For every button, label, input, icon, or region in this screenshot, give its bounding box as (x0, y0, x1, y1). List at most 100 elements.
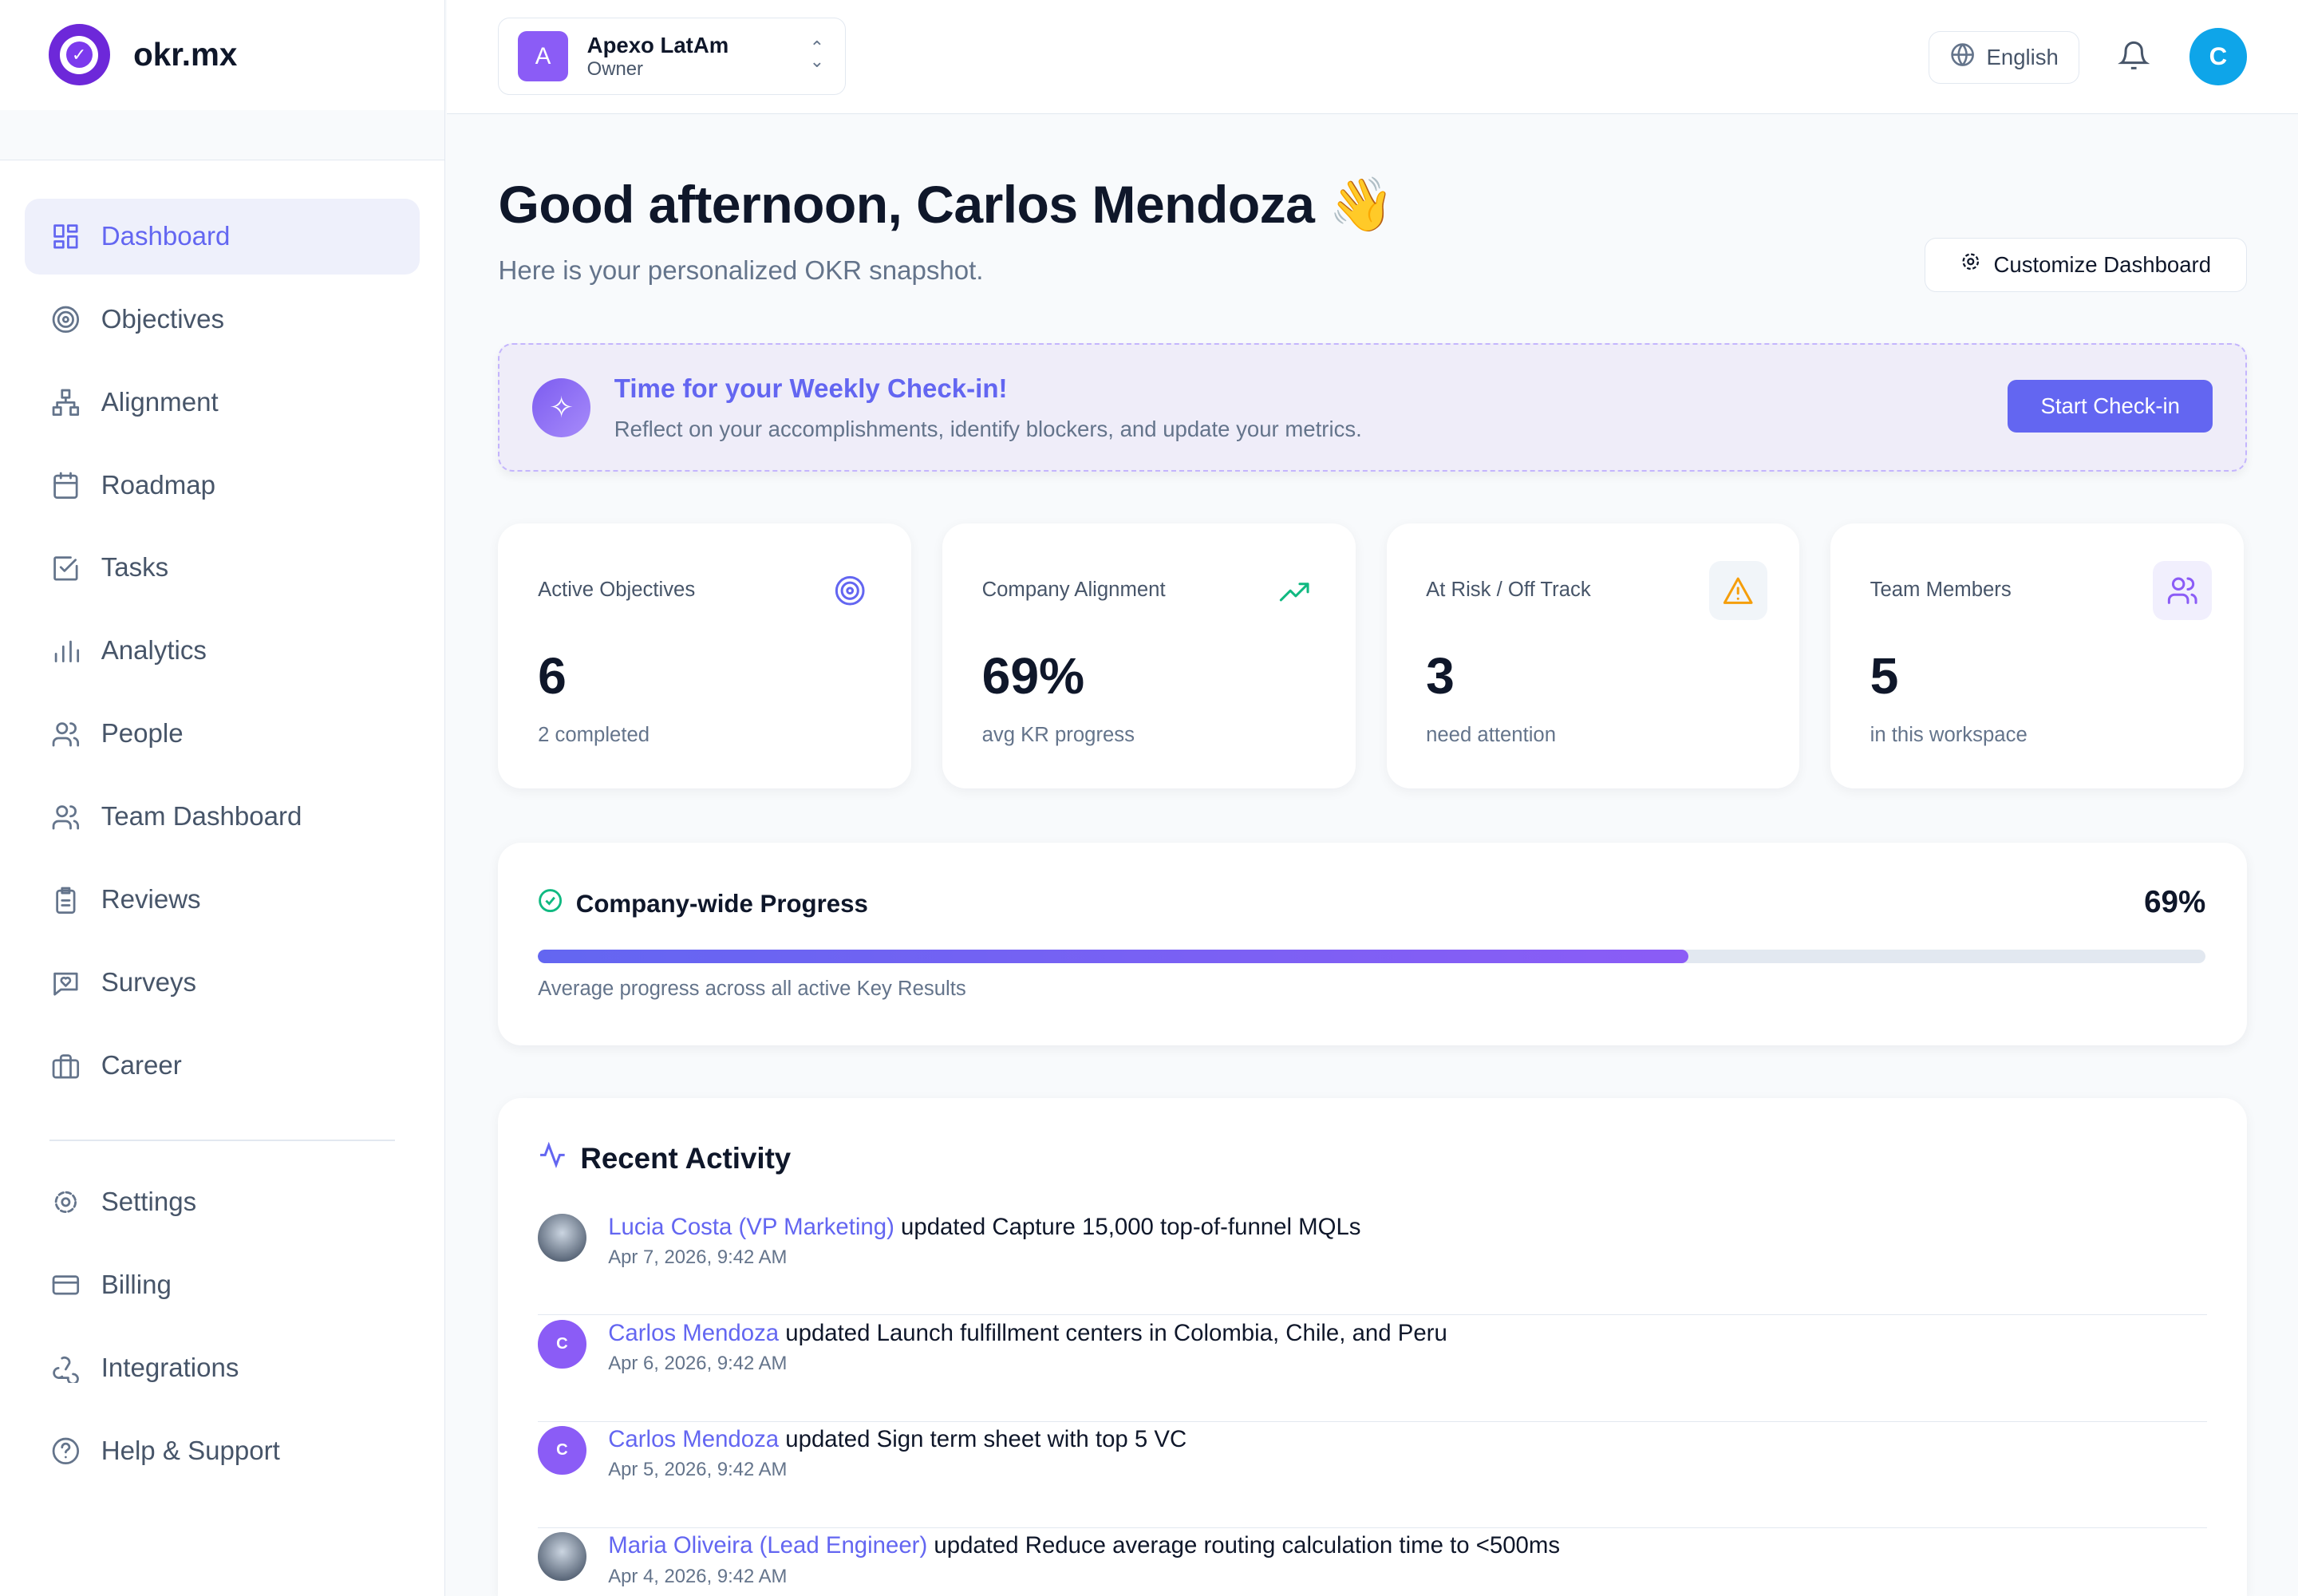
sidebar-item-label: Help & Support (101, 1436, 280, 1466)
activity-description: updated Reduce average routing calculati… (934, 1532, 1561, 1559)
activity-timestamp: Apr 7, 2026, 9:42 AM (608, 1246, 788, 1269)
users-icon (2153, 561, 2212, 620)
progress-title: Company-wide Progress (575, 889, 868, 918)
activity-user-link[interactable]: Carlos Mendoza (608, 1426, 780, 1453)
activity-title: Recent Activity (580, 1141, 792, 1175)
help-circle-icon (51, 1436, 81, 1466)
trending-up-icon (1265, 561, 1323, 619)
activity-timestamp: Apr 4, 2026, 9:42 AM (608, 1565, 788, 1587)
activity-user-link[interactable]: Maria Oliveira (Lead Engineer) (608, 1532, 928, 1559)
sidebar-item-integrations[interactable]: Integrations (25, 1330, 420, 1407)
activity-icon (538, 1140, 567, 1177)
recent-activity-card: Recent Activity Lucia Costa (VP Marketin… (498, 1097, 2247, 1596)
check-circle-icon (538, 888, 563, 919)
stat-label: At Risk / Off Track (1426, 579, 1591, 602)
sidebar-item-tasks[interactable]: Tasks (25, 531, 420, 607)
hierarchy-icon (51, 388, 81, 417)
sidebar-item-people[interactable]: People (25, 697, 420, 773)
customize-label: Customize Dashboard (1993, 251, 2212, 277)
progress-subtitle: Average progress across all active Key R… (538, 978, 966, 1001)
sidebar-item-reviews[interactable]: Reviews (25, 862, 420, 938)
workspace-role: Owner (586, 57, 643, 80)
sidebar-item-label: Career (101, 1051, 182, 1081)
sparkles-icon: ✧ (531, 378, 591, 437)
logo[interactable]: ✓ okr.mx (0, 0, 444, 110)
sidebar-item-surveys[interactable]: Surveys (25, 945, 420, 1021)
user-avatar[interactable]: C (2189, 27, 2247, 85)
sidebar-item-dashboard[interactable]: Dashboard (25, 198, 421, 275)
progress-percent: 69% (2144, 885, 2206, 920)
activity-item: C Carlos Mendoza updated Launch fulfillme… (538, 1315, 2208, 1422)
clipboard-icon (51, 886, 81, 915)
sidebar-item-label: Settings (101, 1187, 197, 1217)
stat-subtitle: need attention (1426, 724, 1557, 747)
banner-title: Time for your Weekly Check-in! (614, 373, 1008, 404)
sidebar-item-label: Team Dashboard (101, 802, 302, 832)
sidebar-item-help-support[interactable]: Help & Support (25, 1413, 420, 1490)
avatar: C (538, 1319, 586, 1369)
stat-label: Company Alignment (981, 579, 1166, 602)
main-content: Good afternoon, Carlos Mendoza 👋 Here is… (498, 114, 2247, 1596)
sidebar-item-analytics[interactable]: Analytics (25, 614, 420, 690)
sidebar-item-billing[interactable]: Billing (25, 1247, 420, 1324)
activity-item: C Carlos Mendoza updated Sign term sheet … (538, 1422, 2208, 1528)
sidebar-item-label: Integrations (101, 1353, 239, 1383)
bell-icon[interactable] (2118, 40, 2150, 78)
bar-chart-icon (51, 637, 81, 666)
gear-icon (1960, 251, 1982, 279)
activity-timestamp: Apr 5, 2026, 9:42 AM (608, 1459, 788, 1481)
sidebar-item-settings[interactable]: Settings (25, 1164, 420, 1241)
warning-icon (1708, 561, 1768, 620)
chevron-up-down-icon: ⌃ ⌄ (809, 38, 825, 71)
workspace-switcher[interactable]: A Apexo LatAm Owner ⌃ ⌄ (498, 18, 846, 96)
target-icon (51, 305, 81, 334)
target-icon (821, 561, 879, 619)
stat-label: Active Objectives (538, 579, 696, 602)
language-label: English (1986, 44, 2059, 69)
webhook-icon (51, 1353, 81, 1384)
stat-value: 6 (538, 646, 567, 705)
stat-card: At Risk / Off Track 3 need attention (1386, 523, 1800, 789)
company-progress-card: Company-wide Progress 69% Average progre… (498, 843, 2247, 1045)
sidebar-item-label: Objectives (101, 304, 224, 334)
stat-card: Company Alignment 69% avg KR progress (942, 523, 1356, 789)
logo-icon: ✓ (48, 24, 110, 86)
sidebar-item-label: People (101, 719, 184, 749)
activity-user-link[interactable]: Lucia Costa (VP Marketing) (608, 1213, 894, 1240)
start-checkin-button[interactable]: Start Check-in (2008, 379, 2213, 433)
stat-value: 69% (981, 646, 1085, 705)
sidebar-item-label: Analytics (101, 636, 207, 666)
avatar: C (538, 1426, 586, 1475)
users-icon (51, 720, 81, 749)
credit-card-icon (51, 1270, 81, 1300)
stat-label: Team Members (1870, 579, 2012, 602)
stat-card: Team Members 5 in this workspace (1830, 523, 2244, 789)
sidebar-item-label: Tasks (101, 553, 169, 583)
brand-name: okr.mx (133, 36, 238, 73)
sidebar-item-roadmap[interactable]: Roadmap (25, 448, 420, 524)
dashboard-icon (51, 222, 81, 251)
sidebar-divider (49, 1139, 395, 1141)
stat-value: 3 (1426, 646, 1455, 705)
gear-icon (51, 1187, 81, 1217)
avatar (538, 1213, 586, 1262)
stat-subtitle: avg KR progress (981, 724, 1135, 747)
activity-user-link[interactable]: Carlos Mendoza (608, 1319, 780, 1346)
stats-row: Active Objectives 6 2 completed Company Ali… (498, 523, 2244, 789)
stat-value: 5 (1870, 646, 1899, 705)
customize-dashboard-button[interactable]: Customize Dashboard (1924, 237, 2247, 292)
users-icon (51, 803, 81, 832)
progress-bar-fill (538, 950, 1689, 963)
sidebar-item-career[interactable]: Career (25, 1028, 420, 1104)
sidebar-item-team-dashboard[interactable]: Team Dashboard (25, 780, 420, 856)
sidebar-item-objectives[interactable]: Objectives (25, 282, 420, 358)
avatar (538, 1532, 586, 1581)
sidebar-item-alignment[interactable]: Alignment (25, 365, 420, 441)
workspace-avatar: A (518, 31, 568, 81)
language-selector[interactable]: English (1929, 30, 2080, 84)
banner-text: Reflect on your accomplishments, identif… (614, 416, 1362, 441)
activity-description: updated Launch fulfillment centers in Co… (785, 1319, 1447, 1346)
calendar-icon (51, 471, 81, 500)
sidebar-item-label: Roadmap (101, 470, 215, 500)
activity-list: Lucia Costa (VP Marketing) updated Captu… (538, 1209, 2208, 1587)
